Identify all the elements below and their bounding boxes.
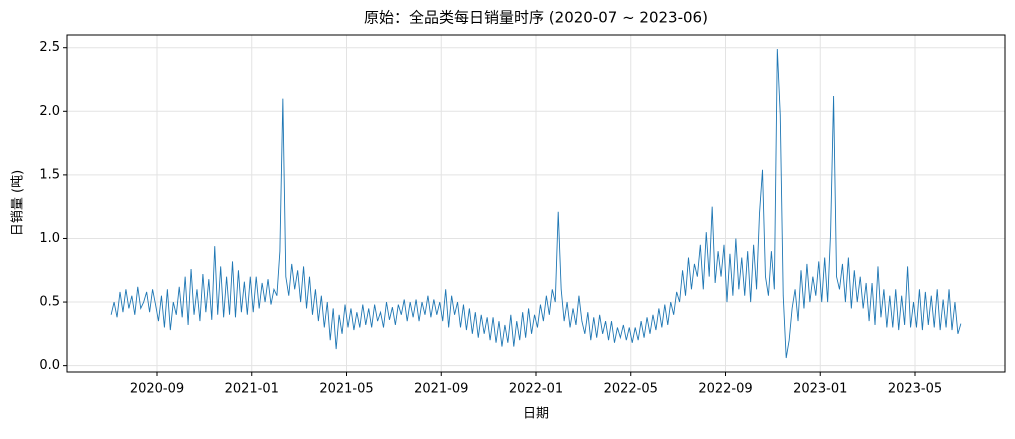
y-axis-label: 日销量 (吨) xyxy=(11,170,26,236)
y-tick-label: 1.5 xyxy=(39,167,60,182)
x-axis-label: 日期 xyxy=(523,407,549,422)
chart-title: 原始：全品类每日销量时序 (2020-07 ~ 2023-06) xyxy=(364,9,708,27)
x-tick-label: 2020-09 xyxy=(130,382,184,397)
data-line xyxy=(110,48,962,359)
plot-frame xyxy=(66,34,1006,373)
x-tick-label: 2022-05 xyxy=(604,382,658,397)
y-tick-label: 0.5 xyxy=(39,295,60,310)
x-tick-label: 2023-01 xyxy=(793,382,847,397)
x-tick-label: 2021-05 xyxy=(319,382,373,397)
y-tick-label: 0.0 xyxy=(39,358,60,373)
x-tick-label: 2021-09 xyxy=(414,382,468,397)
x-tick-label: 2023-05 xyxy=(888,382,942,397)
x-tick-label: 2022-09 xyxy=(698,382,752,397)
y-tick-label: 2.5 xyxy=(39,40,60,55)
x-tick-label: 2022-01 xyxy=(509,382,563,397)
x-tick-label: 2021-01 xyxy=(225,382,279,397)
y-tick-label: 1.0 xyxy=(39,231,60,246)
y-tick-label: 2.0 xyxy=(39,104,60,119)
